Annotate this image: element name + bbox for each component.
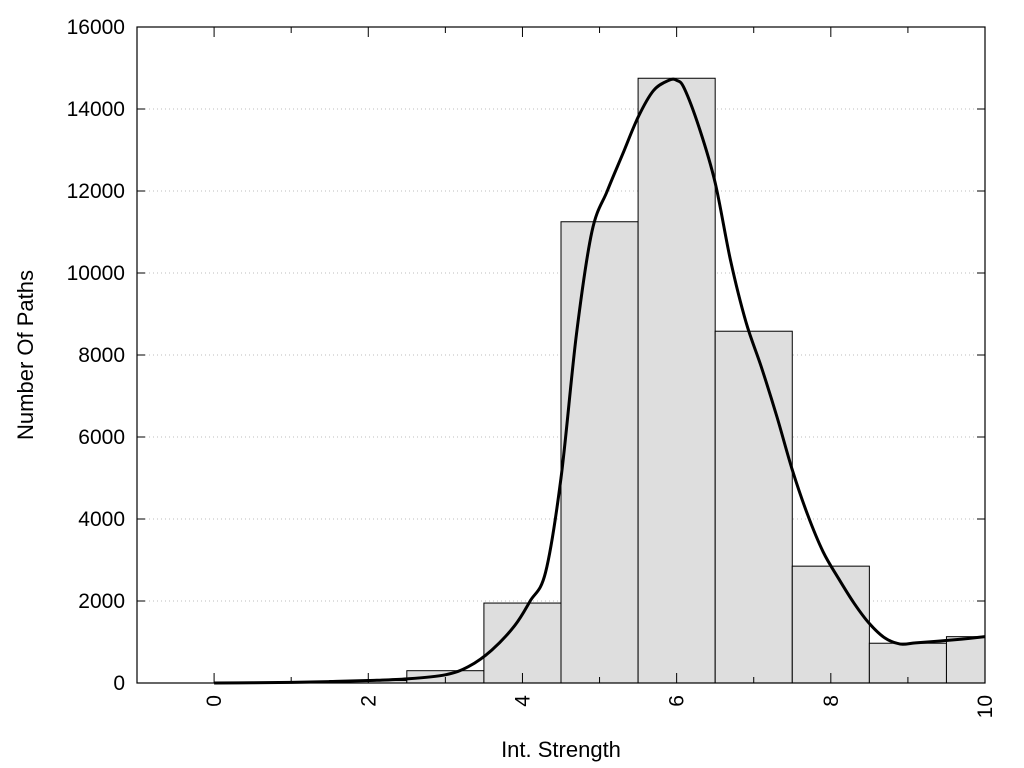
histogram-bar <box>868 642 947 684</box>
y-tick-label: 14000 <box>67 98 125 121</box>
x-tick-label: 4 <box>511 695 534 707</box>
y-tick-label: 12000 <box>67 180 125 203</box>
x-tick-label: 8 <box>820 695 843 707</box>
axis-ticks <box>137 26 986 684</box>
y-tick-label: 0 <box>113 672 125 695</box>
y-tick-label: 2000 <box>78 590 125 613</box>
histogram-bar <box>560 221 639 684</box>
y-tick-label: 10000 <box>67 262 125 285</box>
bars <box>329 77 986 684</box>
fit-curve-line <box>214 77 986 685</box>
y-tick-label: 16000 <box>67 16 125 39</box>
y-tick-label: 6000 <box>78 426 125 449</box>
y-tick-label: 4000 <box>78 508 125 531</box>
y-axis-title: Number Of Paths <box>13 270 38 440</box>
x-tick-label: 2 <box>357 695 380 707</box>
x-axis-title: Int. Strength <box>501 737 621 762</box>
histogram-bar <box>791 565 870 684</box>
fit-curve-layer <box>214 77 986 685</box>
histogram-bar <box>714 330 793 684</box>
histogram-bar <box>637 77 716 684</box>
x-tick-label: 0 <box>203 695 226 707</box>
y-tick-label: 8000 <box>78 344 125 367</box>
x-tick-label: 6 <box>666 695 689 707</box>
x-tick-labels: 0 2 4 6 8 10 <box>203 695 997 719</box>
x-tick-label: 10 <box>974 695 997 718</box>
histogram-bar <box>945 636 986 684</box>
y-tick-labels: 0 2000 4000 6000 8000 10000 12000 14000 16000 <box>67 16 125 695</box>
